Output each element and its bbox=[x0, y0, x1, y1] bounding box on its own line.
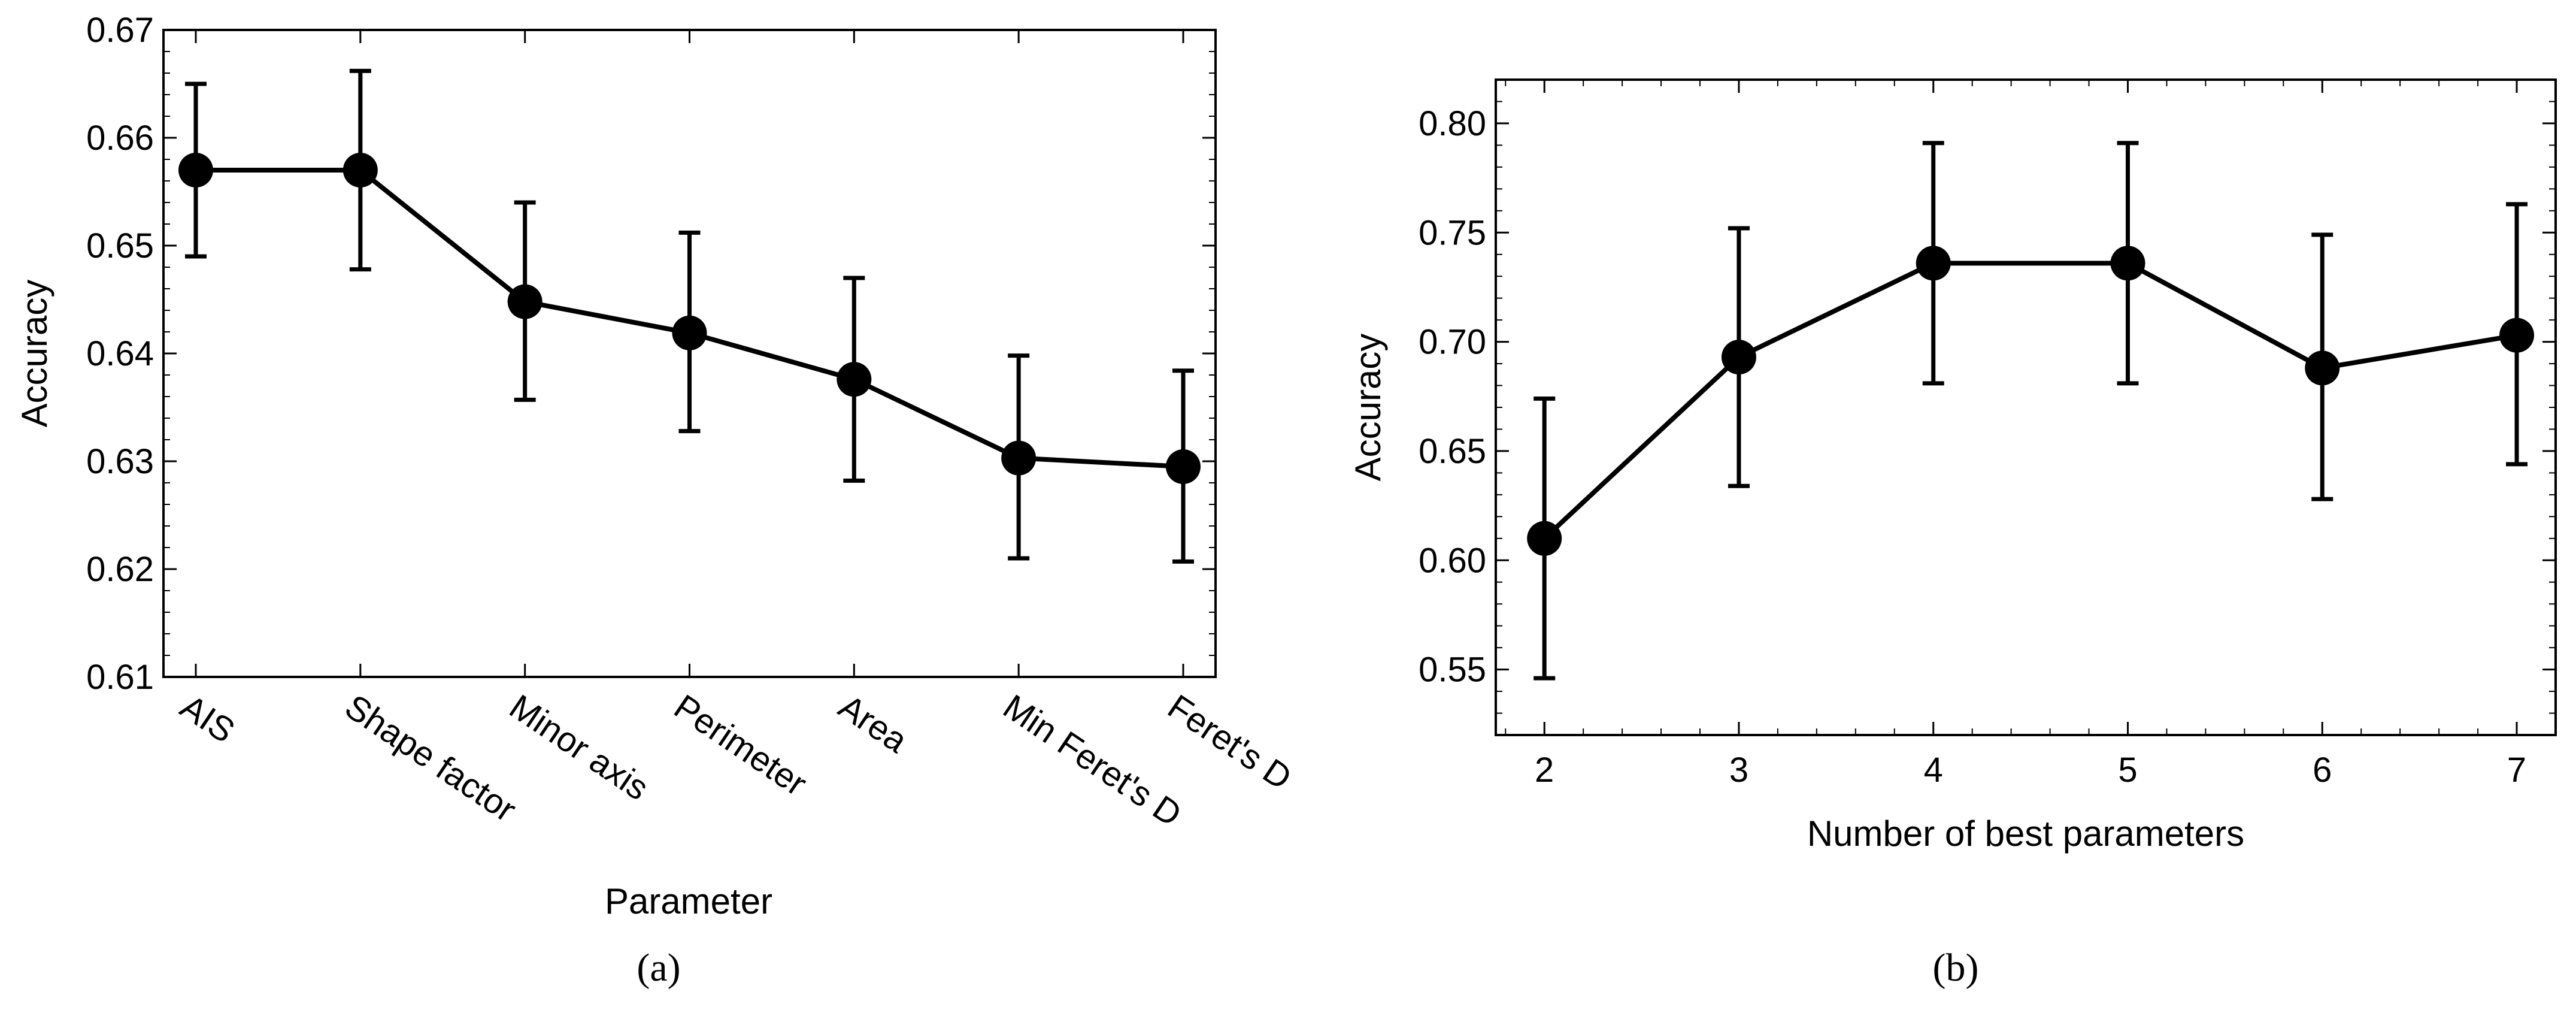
y-axis-title-a: Accuracy bbox=[14, 280, 54, 428]
x-tick-label-b: 4 bbox=[1924, 751, 1943, 790]
x-tick-label-a: Minor axis bbox=[502, 687, 655, 808]
y-tick-label-b: 0.55 bbox=[1419, 651, 1486, 690]
data-point-a bbox=[837, 362, 872, 397]
y-tick-label-a: 0.65 bbox=[86, 226, 154, 265]
y-tick-label-b: 0.60 bbox=[1419, 541, 1486, 580]
y-tick-label-a: 0.62 bbox=[86, 550, 154, 589]
y-tick-label-a: 0.63 bbox=[86, 442, 154, 481]
data-point-a bbox=[178, 153, 213, 188]
chart-panel-b: 0.55 0.60 0.65 0.70 0.75 0.80 2 3 4 5 6 7 Accuracy… bbox=[1348, 78, 2557, 990]
data-point-a bbox=[343, 153, 378, 188]
y-tick-label-a: 0.64 bbox=[86, 334, 154, 373]
x-tick-label-a: Feret's D bbox=[1161, 687, 1299, 797]
data-point-a bbox=[1166, 449, 1201, 484]
chart-panel-a: 0.61 0.62 0.63 0.64 0.65 0.66 0.67 AIS Shape fa… bbox=[14, 11, 1299, 990]
x-tick-labels-b: 2 3 4 5 6 7 bbox=[1535, 751, 2526, 790]
y-tick-label-b: 0.70 bbox=[1419, 323, 1486, 362]
x-tick-label-a: Area bbox=[832, 687, 915, 761]
y-tick-label-a: 0.61 bbox=[86, 658, 154, 697]
x-axis-title-a: Parameter bbox=[605, 881, 772, 921]
x-tick-label-a: Min Feret's D bbox=[996, 687, 1189, 834]
data-points-a bbox=[178, 153, 1201, 484]
data-point-b bbox=[2110, 246, 2145, 281]
data-point-a bbox=[507, 284, 543, 319]
data-point-a bbox=[672, 315, 707, 350]
axis-ticks-a bbox=[163, 29, 1216, 678]
data-point-b bbox=[2305, 350, 2340, 386]
y-tick-label-a: 0.66 bbox=[86, 119, 154, 158]
x-axis-title-b: Number of best parameters bbox=[1807, 814, 2244, 854]
series-line-b bbox=[1542, 261, 2517, 540]
y-tick-labels-a: 0.61 0.62 0.63 0.64 0.65 0.66 0.67 bbox=[86, 11, 154, 697]
y-tick-label-b: 0.75 bbox=[1419, 213, 1486, 252]
x-tick-label-a: Perimeter bbox=[667, 687, 814, 803]
x-tick-label-b: 6 bbox=[2313, 751, 2332, 790]
data-point-b bbox=[1916, 246, 1951, 281]
y-tick-label-b: 0.80 bbox=[1419, 104, 1486, 143]
x-tick-label-b: 7 bbox=[2507, 751, 2526, 790]
y-axis-title-b: Accuracy bbox=[1348, 334, 1388, 482]
panel-label-a: (a) bbox=[637, 946, 680, 990]
x-tick-label-b: 3 bbox=[1729, 751, 1748, 790]
data-point-a bbox=[1001, 440, 1037, 476]
panel-label-b: (b) bbox=[1933, 946, 1979, 990]
y-tick-labels-b: 0.55 0.60 0.65 0.70 0.75 0.80 bbox=[1419, 104, 1486, 690]
axis-ticks-b bbox=[1496, 80, 2556, 735]
y-tick-label-a: 0.67 bbox=[86, 11, 154, 50]
data-points-b bbox=[1527, 246, 2535, 556]
data-point-b bbox=[2499, 317, 2535, 353]
data-point-b bbox=[1721, 340, 1756, 375]
y-tick-label-b: 0.65 bbox=[1419, 432, 1486, 471]
plot-frame-b bbox=[1495, 78, 2557, 736]
x-tick-label-a: Shape factor bbox=[338, 687, 523, 830]
x-tick-label-b: 2 bbox=[1535, 751, 1554, 790]
x-tick-label-b: 5 bbox=[2118, 751, 2137, 790]
data-point-b bbox=[1527, 521, 1562, 556]
x-tick-label-a: AIS bbox=[174, 687, 242, 751]
